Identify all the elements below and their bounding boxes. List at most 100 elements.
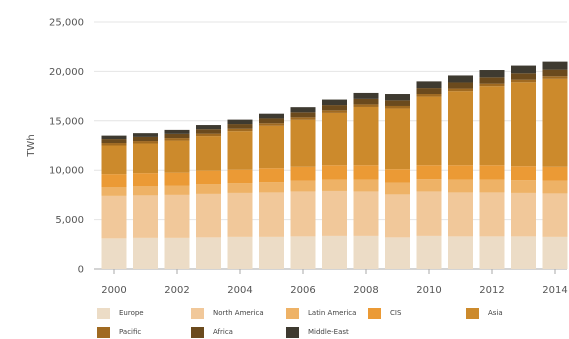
- bar-segment: [353, 104, 379, 107]
- bar-segment: [448, 165, 473, 180]
- bar-segment: [511, 180, 536, 193]
- bar-segment: [133, 136, 158, 142]
- bar-segment: [322, 110, 347, 113]
- bar-segment: [164, 194, 190, 238]
- bar-segment: [322, 235, 347, 269]
- bar-segment: [322, 190, 347, 236]
- bar-segment: [259, 125, 284, 169]
- bar-segment: [101, 145, 127, 175]
- bar-segment: [259, 192, 284, 237]
- bar-segment: [448, 179, 473, 193]
- bar-segment: [196, 170, 221, 185]
- bar-segment: [542, 69, 568, 77]
- bar-segment: [133, 237, 158, 269]
- bar-segment: [479, 179, 505, 193]
- bar-segment: [542, 180, 568, 194]
- bar-segment: [511, 79, 536, 83]
- bar-segment: [416, 179, 442, 192]
- bar-segment: [542, 76, 568, 79]
- x-tick-label: 2000: [101, 285, 126, 296]
- bar-segment: [227, 124, 253, 129]
- bar-segment: [511, 166, 536, 181]
- bar-segment: [227, 183, 253, 193]
- bar-segment: [416, 96, 442, 166]
- bar-segment: [448, 82, 473, 89]
- bar-segment: [448, 236, 473, 269]
- bar-segment: [164, 129, 190, 134]
- bar-segment: [322, 99, 347, 106]
- bar-segment: [290, 119, 316, 167]
- bar-segment: [164, 237, 190, 269]
- bar-segment: [479, 70, 505, 78]
- bar-segment: [164, 138, 190, 141]
- bar-segment: [353, 191, 379, 236]
- bar-segment: [290, 180, 316, 192]
- bar-segment: [227, 131, 253, 170]
- bar-segment: [511, 65, 536, 74]
- bar-segment: [353, 92, 379, 99]
- bar-segment: [353, 165, 379, 180]
- bar-segment: [227, 128, 253, 132]
- bar-segment: [290, 117, 316, 120]
- x-tick-label: 2008: [353, 285, 378, 296]
- bar-segment: [259, 182, 284, 193]
- bar-segment: [416, 88, 442, 95]
- bar-segment: [196, 125, 221, 130]
- bar-segment: [133, 133, 158, 137]
- bar-segment: [448, 91, 473, 166]
- bar-segment: [542, 236, 568, 269]
- bar-segment: [385, 105, 410, 109]
- bar-segment: [101, 238, 127, 269]
- bar-segment: [196, 133, 221, 137]
- bar-segment: [385, 194, 410, 238]
- bar-segment: [101, 195, 127, 239]
- bar-segment: [133, 186, 158, 196]
- bar-segment: [133, 143, 158, 174]
- bar-segment: [511, 236, 536, 269]
- bar-segment: [164, 185, 190, 195]
- bar-segment: [290, 107, 316, 113]
- bar-segment: [322, 105, 347, 111]
- bar-segment: [479, 192, 505, 237]
- bar-segment: [479, 165, 505, 180]
- bar-segment: [416, 81, 442, 89]
- bar-segment: [196, 237, 221, 269]
- bar-segment: [511, 82, 536, 167]
- bar-segment: [385, 100, 410, 106]
- bar-segment: [196, 184, 221, 194]
- bar-segment: [385, 169, 410, 183]
- bar-segment: [259, 123, 284, 126]
- bar-segment: [479, 77, 505, 84]
- bar-segment: [133, 141, 158, 144]
- bar-segment: [511, 73, 536, 80]
- y-tick-label: 5,000: [55, 215, 84, 226]
- y-tick-label: 25,000: [49, 18, 84, 29]
- y-axis-title: TWh: [26, 134, 37, 157]
- y-tick-label: 15,000: [49, 116, 84, 127]
- bar-segment: [542, 166, 568, 181]
- bar-segment: [416, 235, 442, 269]
- bar-segment: [227, 169, 253, 184]
- bar-segment: [164, 172, 190, 186]
- x-tick-label: 2006: [290, 285, 315, 296]
- bar-segment: [542, 78, 568, 167]
- bar-segment: [227, 236, 253, 269]
- bar-segment: [448, 192, 473, 237]
- bar-segment: [353, 98, 379, 105]
- bar-segment: [196, 129, 221, 134]
- bar-segment: [196, 136, 221, 171]
- y-tick-label: 0: [78, 265, 84, 276]
- bar-segment: [542, 193, 568, 237]
- bar-segment: [133, 195, 158, 238]
- bar-segment: [322, 112, 347, 166]
- bar-segment: [290, 166, 316, 181]
- bar-segment: [227, 192, 253, 237]
- bar-segment: [196, 193, 221, 238]
- bar-segment: [164, 140, 190, 173]
- bar-segment: [542, 61, 568, 70]
- bar-segment: [479, 236, 505, 269]
- bar-segment: [353, 235, 379, 269]
- bar-segment: [101, 174, 127, 187]
- bar-segment: [290, 191, 316, 237]
